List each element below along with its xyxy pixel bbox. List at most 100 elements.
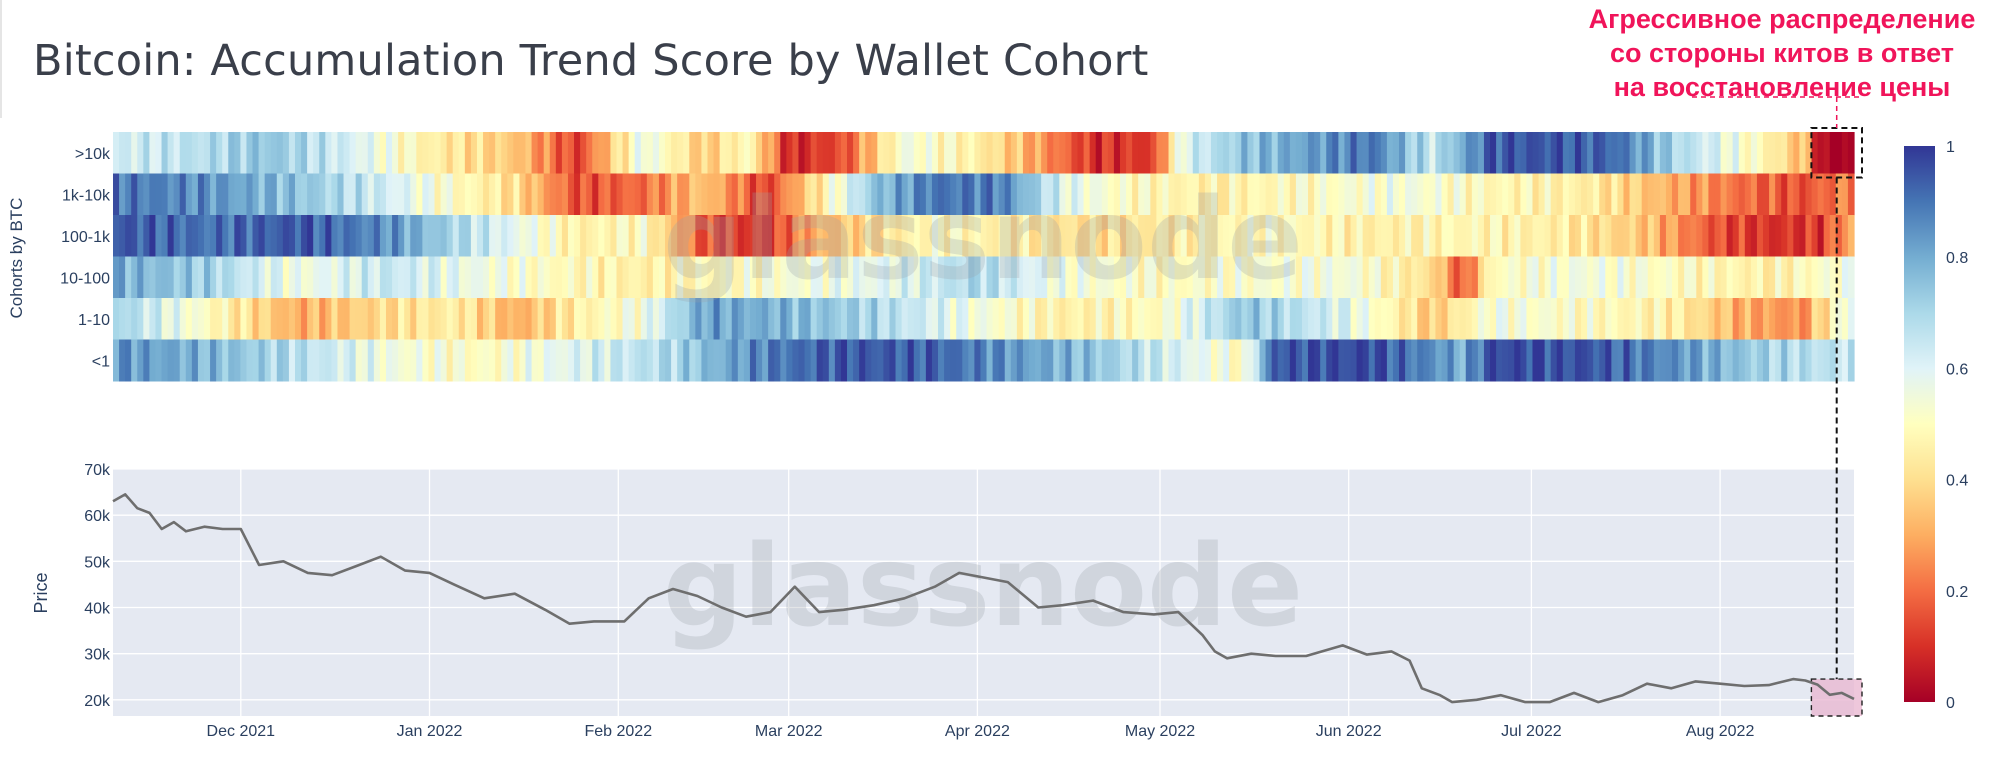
heatmap-cell xyxy=(1180,339,1188,382)
heatmap-cell xyxy=(1119,215,1127,257)
heatmap-cell xyxy=(925,215,933,257)
heatmap-cell xyxy=(1641,256,1649,299)
heatmap-cell xyxy=(865,215,872,257)
heatmap-cell xyxy=(1229,339,1236,382)
heatmap-cell xyxy=(695,339,703,382)
heatmap-cell xyxy=(1253,256,1261,299)
heatmap-cell xyxy=(780,298,787,340)
heatmap-y-axis-label: Cohorts by BTC xyxy=(7,198,26,319)
heatmap-cell xyxy=(853,256,860,299)
heatmap-cell xyxy=(895,256,903,299)
heatmap-cell xyxy=(1356,339,1364,382)
heatmap-cell xyxy=(604,298,612,340)
heatmap-cell xyxy=(1471,215,1479,257)
heatmap-cell xyxy=(519,339,527,382)
heatmap-cell xyxy=(1799,173,1807,216)
heatmap-cell xyxy=(1192,256,1200,299)
heatmap-cell xyxy=(1174,256,1182,299)
heatmap-cell xyxy=(519,256,527,299)
heatmap-cell xyxy=(956,132,963,174)
heatmap-cell xyxy=(167,298,175,340)
price-x-ticks: Dec 2021 Jan 2022 Feb 2022 Mar 2022 Apr 2022… xyxy=(207,723,1755,740)
heatmap-cell xyxy=(143,132,150,174)
heatmap-cell xyxy=(749,132,757,174)
heatmap-cell xyxy=(191,132,199,174)
heatmap-cell xyxy=(628,215,636,257)
heatmap-cell xyxy=(349,132,357,174)
heatmap-cell xyxy=(301,298,308,340)
heatmap-cell xyxy=(1132,215,1139,257)
heatmap-cell xyxy=(652,256,660,299)
colorbar-ticks: 00.20.40.60.81 xyxy=(1946,139,1968,712)
heatmap-cell xyxy=(240,215,248,257)
heatmap-cell xyxy=(470,256,478,299)
heatmap-cell xyxy=(1059,132,1066,174)
heatmap-cell xyxy=(1556,173,1564,216)
heatmap-cell xyxy=(288,298,296,340)
heatmap-cell xyxy=(1053,256,1060,299)
heatmap-cell xyxy=(149,132,157,174)
heatmap-cell xyxy=(1041,298,1048,340)
heatmap-cell xyxy=(1587,215,1594,257)
heatmap-cell xyxy=(1574,298,1582,340)
heatmap-cell xyxy=(713,132,721,174)
heatmap-cell xyxy=(938,256,945,299)
heatmap-cell xyxy=(307,256,314,299)
heatmap-cell xyxy=(847,215,854,257)
heatmap-cell xyxy=(1447,256,1455,299)
heatmap-cell xyxy=(537,298,545,340)
heatmap-cell xyxy=(1326,339,1333,382)
heatmap-cell xyxy=(1720,256,1728,299)
heatmap-cell xyxy=(1004,339,1012,382)
heatmap-cell xyxy=(1799,132,1807,174)
heatmap-cell xyxy=(616,132,624,174)
heatmap-cell xyxy=(1793,256,1801,299)
heatmap-cell xyxy=(665,339,672,382)
heatmap-cell xyxy=(944,173,951,216)
heatmap-cell xyxy=(1453,256,1461,299)
heatmap-cell xyxy=(1168,132,1176,174)
heatmap-cell xyxy=(1665,215,1673,257)
heatmap-cell xyxy=(592,298,599,340)
heatmap-cell xyxy=(464,132,472,174)
heatmap-cell xyxy=(476,173,484,216)
heatmap-cell xyxy=(677,256,684,299)
heatmap-cell xyxy=(1210,339,1218,382)
heatmap-cell xyxy=(1229,256,1236,299)
heatmap-cell xyxy=(580,256,587,299)
heatmap-cell xyxy=(567,173,575,216)
heatmap-cell xyxy=(1465,132,1473,174)
heatmap-cell xyxy=(610,339,618,382)
heatmap-cell xyxy=(695,173,703,216)
heatmap-cell xyxy=(197,298,205,340)
heatmap-cell xyxy=(1071,339,1079,382)
heatmap-cell xyxy=(1429,132,1437,174)
heatmap-cell xyxy=(1265,256,1273,299)
heatmap-cell xyxy=(798,173,806,216)
heatmap-cell xyxy=(301,256,308,299)
heatmap-cell xyxy=(1744,298,1752,340)
heatmap-cell xyxy=(155,173,163,216)
heatmap-cell xyxy=(1180,215,1188,257)
heatmap-cell xyxy=(1750,256,1758,299)
heatmap-cell xyxy=(210,339,217,382)
heatmap-cell xyxy=(1775,298,1782,340)
heatmap-cell xyxy=(980,215,988,257)
heatmap-cell xyxy=(792,298,800,340)
heatmap-cell xyxy=(197,339,205,382)
heatmap-cell xyxy=(877,215,885,257)
heatmap-cell xyxy=(1623,298,1631,340)
heatmap-cell xyxy=(119,256,126,299)
heatmap-cell xyxy=(913,339,921,382)
heatmap-cell xyxy=(731,132,739,174)
heatmap-cell xyxy=(1441,256,1449,299)
heatmap-cell xyxy=(610,173,618,216)
heatmap-cell xyxy=(325,173,332,216)
heatmap-cell xyxy=(1265,339,1273,382)
heatmap-cell xyxy=(440,215,448,257)
colorbar-tick-label: 0.4 xyxy=(1946,473,1968,490)
heatmap-cell xyxy=(1107,256,1115,299)
colorbar-tick-label: 0 xyxy=(1946,695,1955,712)
heatmap-cell xyxy=(992,173,1000,216)
heatmap-cell xyxy=(677,298,684,340)
